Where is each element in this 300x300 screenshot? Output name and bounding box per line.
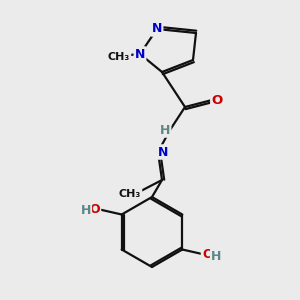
Text: H: H [80,204,91,217]
Text: O: O [202,248,213,261]
Text: CH₃: CH₃ [119,189,141,199]
Text: O: O [89,203,100,216]
Text: O: O [212,94,223,106]
Text: N: N [158,146,168,158]
Text: N: N [135,47,145,61]
Text: CH₃: CH₃ [108,52,130,62]
Text: N: N [152,22,162,35]
Text: H: H [160,124,170,136]
Text: H: H [211,250,221,263]
